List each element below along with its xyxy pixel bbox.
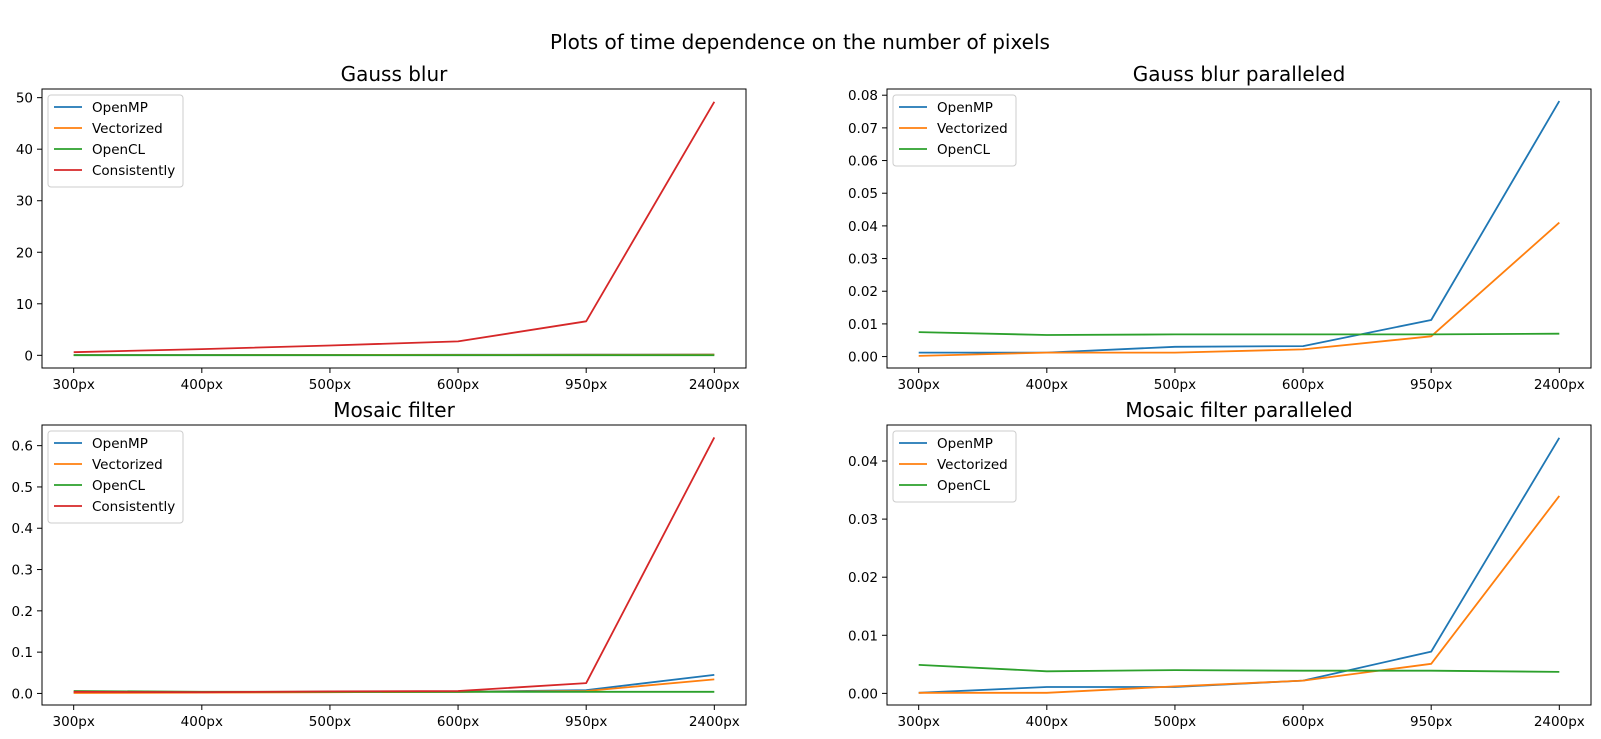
legend-label: Consistently: [92, 163, 175, 179]
axes-frame: [41, 424, 747, 706]
series-line-consistently: [73, 101, 716, 354]
y-tick-label: 30: [16, 194, 33, 210]
y-tick-label: 0.01: [848, 628, 878, 644]
x-tick-label: 950px: [565, 714, 607, 730]
subplot-title: Mosaic filter paralleled: [1125, 398, 1352, 422]
y-tick-label: 50: [16, 91, 33, 107]
legend-label: OpenMP: [92, 100, 148, 116]
y-tick-label: 0.2: [12, 604, 33, 620]
y-tick-label: 0.01: [848, 317, 878, 333]
x-tick-label: 2400px: [1534, 714, 1585, 730]
x-tick-label: 300px: [898, 714, 940, 730]
y-tick-label: 0.1: [12, 645, 33, 661]
series-line-vectorized: [918, 495, 1561, 694]
x-tick-label: 500px: [1154, 714, 1196, 730]
y-tick-label: 0.04: [848, 454, 878, 470]
series-line-vectorized: [918, 221, 1560, 357]
series-line-consistently: [73, 436, 716, 694]
x-tick-label: 500px: [1154, 377, 1196, 393]
x-tick-label: 600px: [437, 714, 479, 730]
y-tick-label: 0.0: [12, 686, 33, 702]
legend: OpenMP Vectorized OpenCL Consistently: [47, 94, 184, 188]
x-tick-label: 950px: [1410, 714, 1452, 730]
y-tick-label: 0.5: [12, 480, 33, 496]
legend-label: OpenCL: [92, 142, 145, 158]
x-tick-label: 600px: [1282, 714, 1324, 730]
subplot-4: Mosaic filter paralleled 300px 400px 500px 6…: [848, 398, 1592, 730]
x-tick-label: 2400px: [1534, 377, 1585, 393]
y-tick-label: 20: [16, 245, 33, 261]
figure-title: Plots of time dependence on the number o…: [550, 30, 1050, 54]
x-tick-label: 500px: [309, 377, 351, 393]
y-tick-label: 0.03: [848, 512, 878, 528]
subplot-1: Gauss blur 300px 400px 500px 600px 950px 2400p…: [16, 62, 747, 393]
x-tick-label: 400px: [1026, 714, 1068, 730]
x-tick-label: 2400px: [689, 377, 740, 393]
y-tick-label: 0.02: [848, 284, 878, 300]
legend-label: Vectorized: [92, 121, 163, 137]
x-tick-label: 600px: [437, 377, 479, 393]
legend-label: OpenMP: [92, 436, 148, 452]
legend-box: [47, 94, 184, 188]
y-tick-label: 0.04: [848, 219, 878, 235]
subplot-title: Mosaic filter: [333, 398, 455, 422]
series-line-opencl: [918, 664, 1560, 673]
x-tick-label: 950px: [1410, 377, 1452, 393]
legend: OpenMP Vectorized OpenCL: [892, 94, 1017, 167]
subplot-3: Mosaic filter 300px 400px 500px 600px 950px 24…: [12, 398, 747, 730]
legend-label: Vectorized: [937, 121, 1008, 137]
y-tick-label: 0.00: [848, 686, 878, 702]
x-tick-label: 400px: [181, 714, 223, 730]
legend: OpenMP Vectorized OpenCL: [892, 430, 1017, 503]
legend-label: Vectorized: [937, 457, 1008, 473]
legend-label: Vectorized: [92, 457, 163, 473]
legend-label: OpenMP: [937, 100, 993, 116]
y-tick-label: 0.02: [848, 570, 878, 586]
axes-frame: [886, 424, 1592, 706]
subplot-title: Gauss blur paralleled: [1133, 62, 1346, 86]
legend: OpenMP Vectorized OpenCL Consistently: [47, 430, 184, 524]
subplots: Gauss blur 300px 400px 500px 600px 950px 2400p…: [12, 62, 1592, 730]
y-tick-label: 0: [24, 348, 33, 364]
subplot-title: Gauss blur: [341, 62, 449, 86]
legend-label: OpenCL: [937, 478, 990, 494]
axes-frame: [41, 88, 747, 369]
y-tick-label: 0.6: [12, 439, 33, 455]
x-tick-label: 950px: [565, 377, 607, 393]
y-tick-label: 0.07: [848, 121, 878, 137]
x-tick-label: 500px: [309, 714, 351, 730]
y-tick-label: 0.00: [848, 350, 878, 366]
series-line-openmp: [73, 674, 715, 694]
y-tick-label: 0.05: [848, 186, 878, 202]
y-tick-label: 0.3: [12, 563, 33, 579]
y-tick-label: 0.4: [12, 521, 33, 537]
x-tick-label: 400px: [181, 377, 223, 393]
x-tick-label: 300px: [898, 377, 940, 393]
y-tick-label: 0.08: [848, 88, 878, 104]
x-tick-label: 300px: [53, 714, 95, 730]
legend-label: OpenMP: [937, 436, 993, 452]
axes-frame: [886, 88, 1592, 369]
x-tick-label: 2400px: [689, 714, 740, 730]
legend-label: OpenCL: [92, 478, 145, 494]
x-tick-label: 300px: [53, 377, 95, 393]
y-tick-label: 0.06: [848, 154, 878, 170]
y-tick-label: 0.03: [848, 252, 878, 268]
y-tick-label: 40: [16, 142, 33, 158]
x-tick-label: 600px: [1282, 377, 1324, 393]
legend-label: Consistently: [92, 499, 175, 515]
legend-label: OpenCL: [937, 142, 990, 158]
y-tick-label: 10: [16, 297, 33, 313]
legend-box: [47, 430, 184, 524]
series-line-opencl: [918, 331, 1560, 336]
subplot-2: Gauss blur paralleled 300px 400px 500px 600p…: [848, 62, 1592, 393]
x-tick-label: 400px: [1026, 377, 1068, 393]
